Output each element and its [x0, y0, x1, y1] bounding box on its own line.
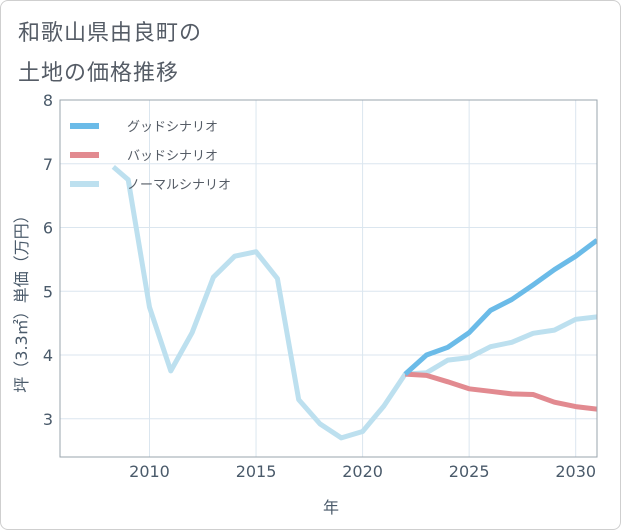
- y-tick-label: 8: [43, 91, 53, 110]
- x-tick-label: 2015: [236, 462, 277, 481]
- x-tick-label: 2020: [342, 462, 383, 481]
- series-line-2: [111, 165, 597, 441]
- plot-frame: [59, 99, 598, 458]
- legend-label: ノーマルシナリオ: [127, 178, 231, 193]
- chart-title-line-2: 土地の価格推移: [18, 61, 180, 86]
- y-axis-label: 坪（3.3㎡）単価（万円）: [12, 207, 31, 392]
- series-line-1: [405, 371, 597, 412]
- chart-title-line-1: 和歌山県由良町の: [18, 21, 203, 46]
- x-axis-label: 年: [323, 498, 339, 517]
- legend-label: グッドシナリオ: [127, 120, 218, 135]
- y-tick-label: 5: [43, 282, 53, 301]
- y-tick-label: 6: [43, 219, 53, 238]
- y-tick-label: 3: [43, 410, 53, 429]
- series-line-0: [403, 238, 597, 376]
- x-tick-label: 2030: [555, 462, 596, 481]
- y-tick-label: 7: [43, 155, 53, 174]
- series-lines: [111, 165, 597, 441]
- grid: [60, 99, 597, 457]
- y-tick-label: 4: [43, 346, 53, 365]
- legend-label: バッドシナリオ: [127, 149, 218, 164]
- tick-labels: 3 4 5 6 7 8 2010 2015 2020 2025 2030: [43, 91, 596, 481]
- x-tick-label: 2025: [449, 462, 490, 481]
- x-tick-label: 2010: [129, 462, 170, 481]
